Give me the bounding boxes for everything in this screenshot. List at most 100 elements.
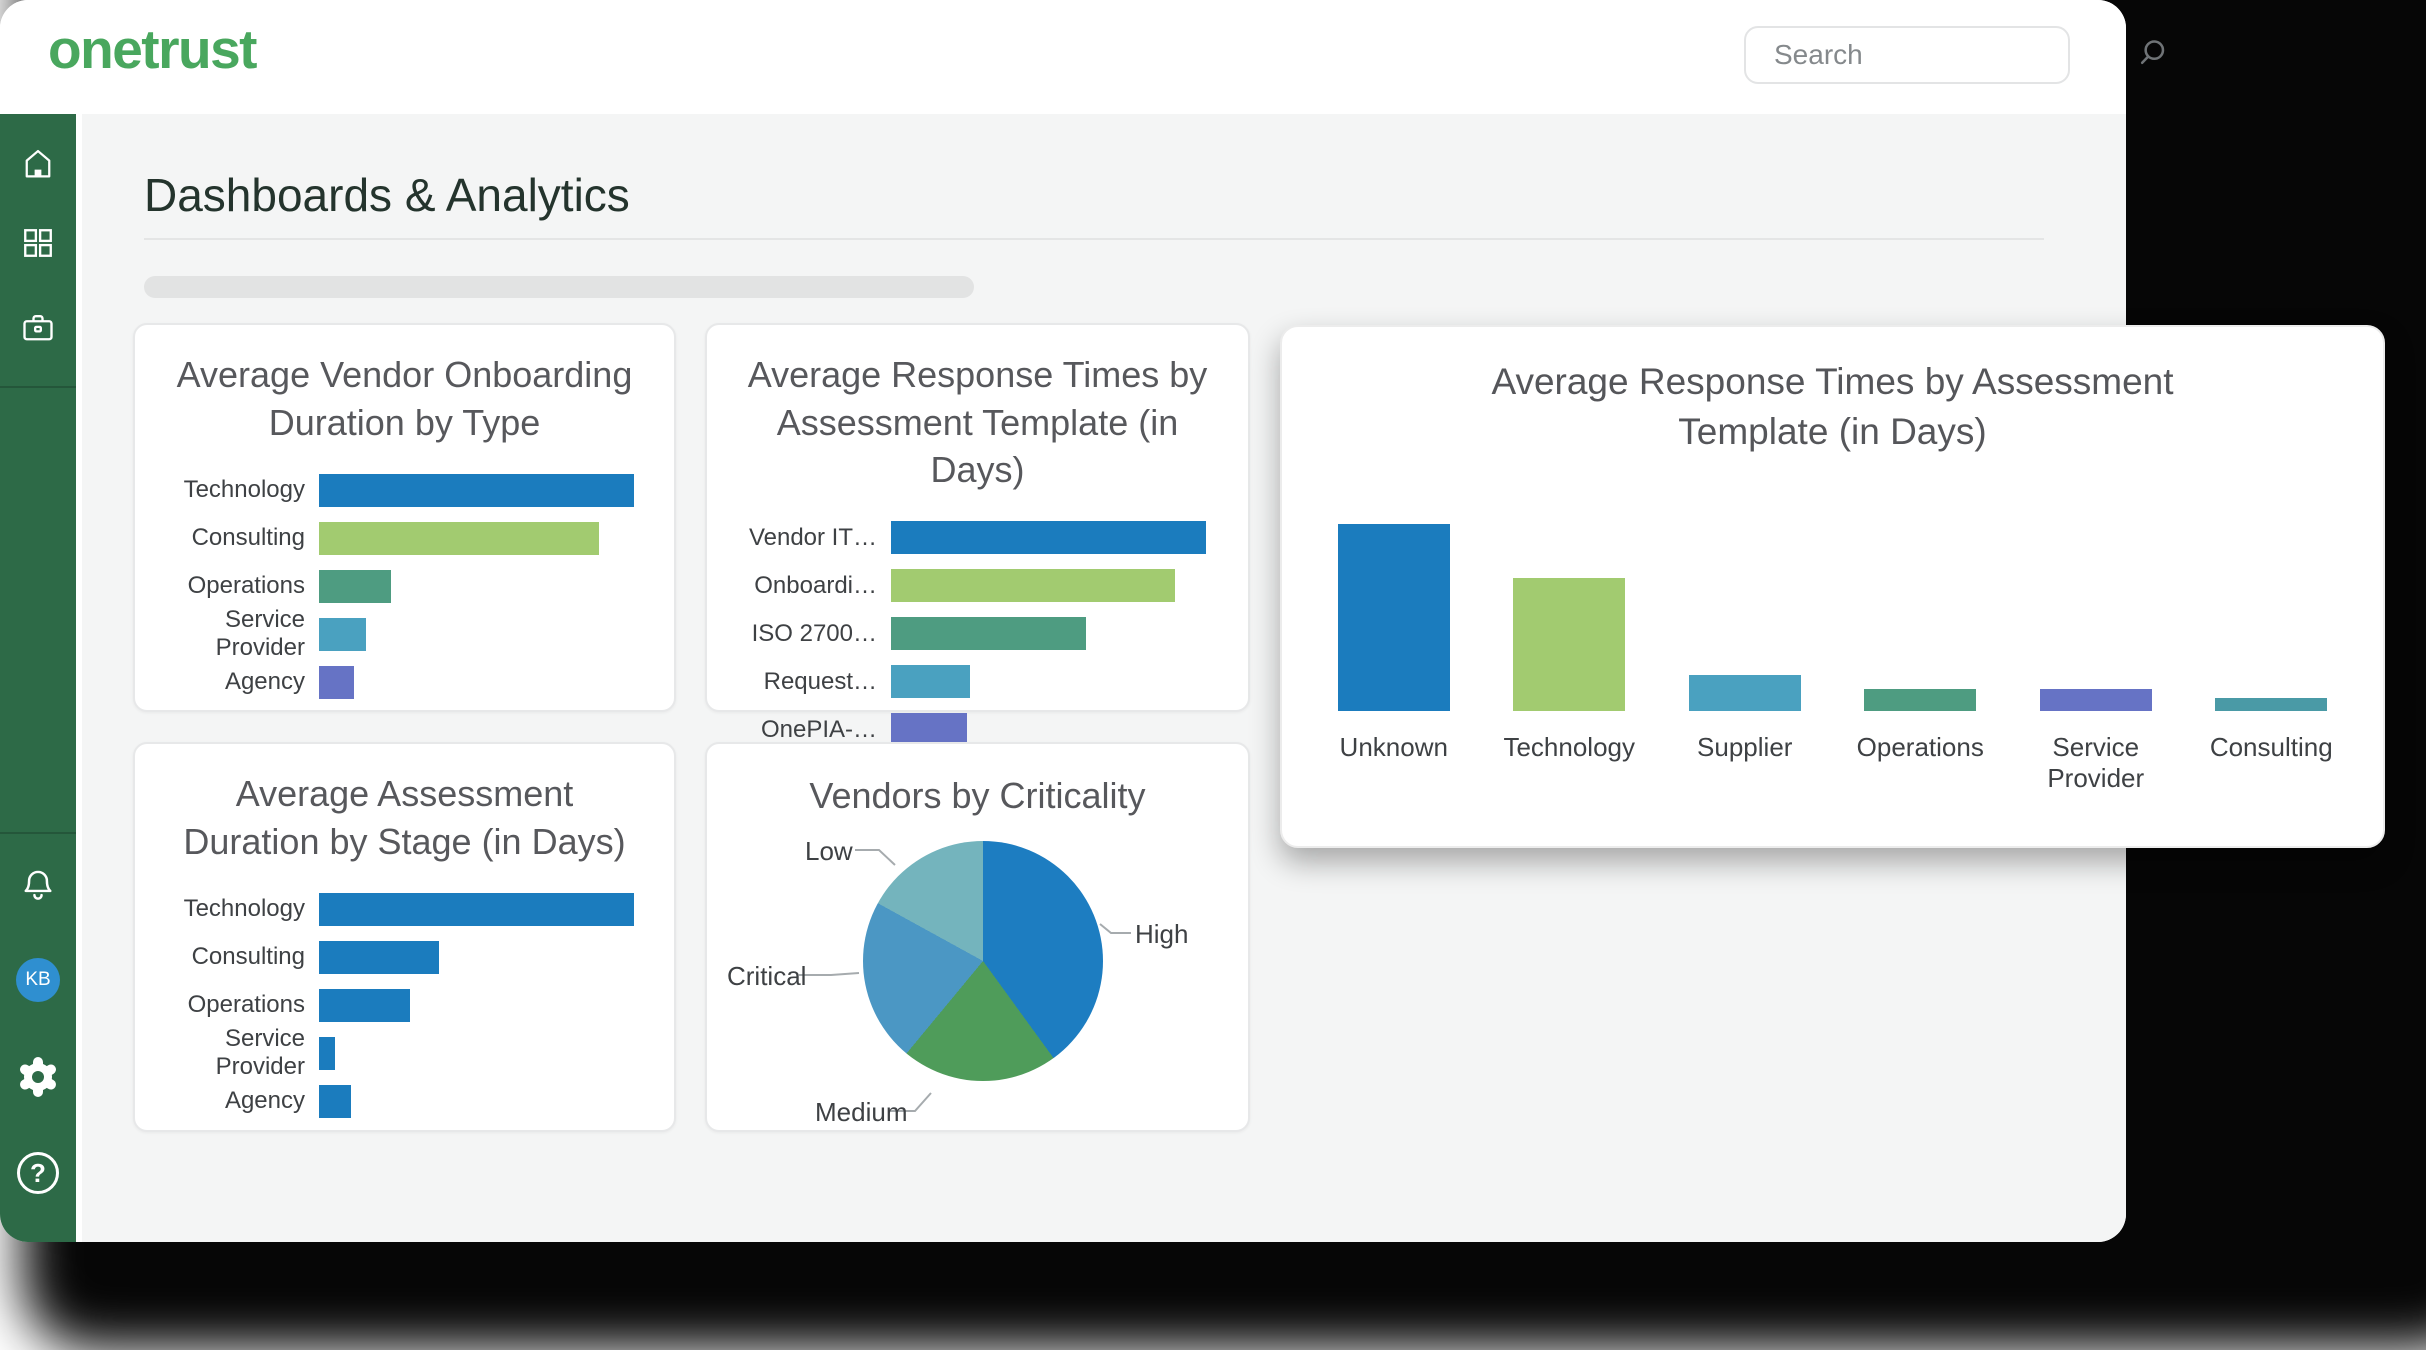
sidebar-nav: KB ? (0, 114, 76, 1242)
bar-category-label: Agency (224, 1087, 305, 1115)
bar-operations (1864, 689, 1977, 711)
bar-row: Agency (135, 1077, 674, 1125)
bar-category-label: Technology (1503, 732, 1636, 762)
user-avatar: KB (16, 958, 60, 1002)
search-icon[interactable] (2137, 38, 2167, 73)
bar-category-label: Service Provider (215, 606, 305, 662)
app-window: onetrust (0, 0, 2385, 1242)
bar-category-label: Operations (187, 991, 305, 1019)
bar-chart-horizontal: Vendor IT… Onboardi… ISO 2700… Request… OneP… (707, 514, 1248, 754)
help-glyph: ? (30, 1157, 46, 1188)
card-avg-response-times-large: Average Response Times by Assessment Tem… (1280, 325, 2385, 848)
bar-onepia- (891, 713, 967, 747)
bar-category-label: Service Provider (215, 1025, 305, 1081)
onetrust-logo[interactable]: onetrust (48, 18, 258, 80)
pie-label-critical: Critical (727, 961, 807, 991)
bar-service-provider (319, 1036, 335, 1070)
bar-category-label: Operations (1856, 732, 1984, 762)
sidebar-item-account[interactable]: KB (0, 958, 76, 1002)
bar-category-label: ISO 2700… (751, 619, 877, 647)
bar-category-label: Consulting (2209, 732, 2333, 762)
bar-row: ISO 2700… (707, 610, 1248, 658)
gear-icon (18, 1057, 58, 1097)
pie-chart (863, 841, 1103, 1081)
bar-row: Technology (135, 885, 674, 933)
bar-category-label: OnePIA-… (760, 715, 877, 743)
bar-category-label: Consulting (191, 943, 305, 971)
sidebar-item-apps[interactable] (0, 226, 76, 265)
bar-iso-2700- (891, 617, 1086, 651)
bar-category-label: Unknown (1339, 732, 1448, 762)
chart-title: Average Response Times by Assessment Tem… (1491, 361, 2174, 452)
sidebar-item-notifications[interactable] (0, 866, 76, 909)
chart-title: Average Vendor Onboarding Duration by Ty… (176, 354, 633, 443)
bar-consulting (319, 940, 439, 974)
bar-row: Request… (707, 658, 1248, 706)
card-avg-vendor-onboarding: Average Vendor Onboarding Duration by Ty… (133, 323, 676, 712)
page-title: Dashboards & Analytics (144, 169, 630, 221)
bar-row: OnePIA-… (707, 706, 1248, 754)
bar-chart-horizontal: Technology Consulting Operations Service Pr… (135, 466, 674, 706)
bar-technology (1513, 578, 1626, 711)
bar-row: Vendor IT… (707, 514, 1248, 562)
bar-agency (319, 1084, 351, 1118)
bar-row: Consulting (135, 933, 674, 981)
bar-category-label: Technology (183, 895, 305, 923)
bar-consulting (319, 521, 599, 555)
bar-consulting (2215, 698, 2328, 711)
bar-category-label: Vendor IT… (748, 523, 877, 551)
sidebar-divider-bottom (0, 832, 76, 834)
bar-category-label: Onboardi… (754, 571, 877, 599)
chart-title: Average Response Times by Assessment Tem… (747, 354, 1208, 491)
bar-row: Technology (135, 466, 674, 514)
bar-row: Agency (135, 658, 674, 706)
bar-onboardi- (891, 569, 1175, 603)
loading-placeholder-bar (144, 276, 974, 298)
bar-category-label: Consulting (191, 524, 305, 552)
apps-grid-icon (21, 226, 55, 265)
bar-row: Onboardi… (707, 562, 1248, 610)
sidebar-item-settings[interactable] (0, 1057, 76, 1097)
search-box[interactable] (1744, 26, 2165, 84)
bar-row: Service Provider (135, 606, 674, 661)
bar-category-label: Operations (187, 572, 305, 600)
pie-label-high: High (1135, 919, 1189, 949)
bell-icon (19, 866, 57, 909)
bar-category-label: Request… (763, 667, 877, 695)
sidebar-item-help[interactable]: ? (0, 1152, 76, 1194)
card-vendors-by-criticality: Vendors by Criticality High Medium Criti… (705, 742, 1250, 1132)
sidebar-item-workspace[interactable] (0, 310, 76, 351)
bar-agency (319, 665, 354, 699)
pie-label-medium: Medium (815, 1097, 908, 1127)
bar-chart-category-labels: Unknown Technology Supplier Operations Servi… (1306, 732, 2359, 794)
bar-row: Operations (135, 562, 674, 610)
bar-chart-vertical (1306, 521, 2359, 711)
bar-service-provider (2039, 689, 2152, 711)
bar-technology (319, 473, 634, 507)
bar-chart-horizontal: Technology Consulting Operations Service Pr… (135, 885, 674, 1125)
card-avg-assessment-duration: Average Assessment Duration by Stage (in… (133, 742, 676, 1132)
bar-operations (319, 988, 410, 1022)
sidebar-divider-top (0, 386, 76, 388)
home-icon (20, 146, 56, 187)
bar-unknown (1337, 524, 1450, 711)
title-divider (144, 238, 2044, 240)
chart-title: Vendors by Criticality (809, 775, 1146, 816)
bar-service-provider (319, 617, 366, 651)
sidebar-item-home[interactable] (0, 146, 76, 187)
card-avg-response-times-small: Average Response Times by Assessment Tem… (705, 323, 1250, 747)
briefcase-icon (20, 310, 56, 351)
chart-title: Average Assessment Duration by Stage (in… (183, 773, 626, 862)
search-input[interactable] (1772, 38, 2137, 72)
bar-request- (891, 665, 970, 699)
bar-operations (319, 569, 391, 603)
bar-category-label: Supplier (1697, 732, 1793, 762)
bar-supplier (1688, 675, 1801, 711)
bar-row: Service Provider (135, 1025, 674, 1080)
bar-row: Operations (135, 981, 674, 1029)
pie-label-low: Low (805, 836, 853, 866)
top-header: onetrust (0, 0, 2165, 114)
bar-category-label: Technology (183, 476, 305, 504)
bar-category-label: Agency (224, 668, 305, 696)
bar-row: Consulting (135, 514, 674, 562)
